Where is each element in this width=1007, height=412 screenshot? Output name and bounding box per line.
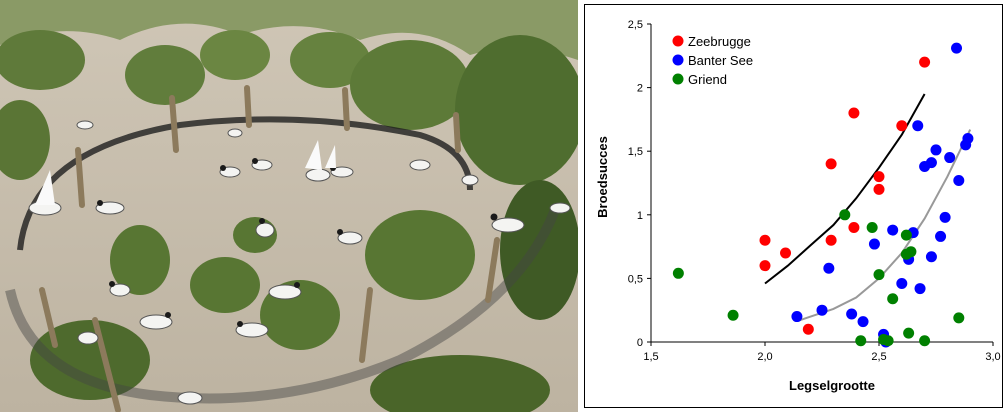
- data-point: [857, 316, 869, 328]
- chart-frame: 0 0,5 1 1,5 2 2,5 1,5 2,0 2,5 3,0 Zeebrugge Banter…: [584, 4, 1003, 408]
- legend: Zeebrugge Banter See Griend: [672, 34, 753, 87]
- data-point: [939, 211, 951, 223]
- legend-marker: [672, 73, 684, 85]
- data-point: [951, 42, 963, 54]
- data-point: [816, 304, 828, 316]
- data-point: [759, 234, 771, 246]
- legend-label: Griend: [688, 72, 727, 87]
- data-point: [900, 229, 912, 241]
- trendlines: [764, 93, 972, 322]
- photo-terns-nesting-area: [0, 0, 578, 412]
- background-vegetation: [0, 0, 578, 185]
- data-point: [930, 144, 942, 156]
- fence-posts: [39, 85, 500, 412]
- data-point: [791, 311, 803, 323]
- data-point: [905, 246, 917, 258]
- y-tick-label: 0: [637, 337, 643, 349]
- data-point: [887, 293, 899, 305]
- data-point: [672, 267, 684, 279]
- data-point: [873, 171, 885, 183]
- fence-netting-front: [5, 208, 560, 404]
- legend-marker: [672, 54, 684, 66]
- legend-label: Banter See: [688, 53, 753, 68]
- data-point: [802, 323, 814, 335]
- data-point: [825, 234, 837, 246]
- x-tick-label: 3,0: [985, 351, 1000, 363]
- y-tick-label: 2,5: [628, 19, 643, 31]
- x-tick-label: 2,0: [757, 351, 772, 363]
- data-point: [873, 183, 885, 195]
- y-tick-label: 0,5: [628, 273, 643, 285]
- data-point: [925, 251, 937, 263]
- y-tick-label: 2: [637, 83, 643, 95]
- data-point: [925, 157, 937, 169]
- data-point: [896, 277, 908, 289]
- fence-netting: [17, 116, 473, 251]
- data-point: [848, 107, 860, 119]
- data-point: [839, 209, 851, 221]
- data-point: [759, 260, 771, 272]
- x-tick-label: 2,5: [871, 351, 886, 363]
- data-point: [919, 56, 931, 68]
- data-point: [848, 222, 860, 234]
- data-point: [868, 238, 880, 250]
- y-tick-label: 1: [637, 210, 643, 222]
- x-axis-label: Legselgrootte: [789, 378, 875, 393]
- data-point: [953, 174, 965, 186]
- data-point: [727, 309, 739, 321]
- data-point: [953, 312, 965, 324]
- data-point: [855, 335, 867, 347]
- data-point: [912, 120, 924, 132]
- data-point: [846, 308, 858, 320]
- terns: [28, 120, 571, 405]
- data-point: [873, 269, 885, 281]
- chart-axes: 0 0,5 1 1,5 2 2,5 1,5 2,0 2,5 3,0: [628, 19, 1001, 363]
- legend-marker: [672, 35, 684, 47]
- data-point: [896, 120, 908, 132]
- y-tick-label: 1,5: [628, 146, 643, 158]
- data-point: [882, 335, 894, 347]
- data-point: [823, 262, 835, 274]
- data-point: [780, 247, 792, 259]
- scatter-chart: 0 0,5 1 1,5 2 2,5 1,5 2,0 2,5 3,0 Zeebrugge Banter…: [595, 19, 1001, 393]
- y-axis-label: Broedsucces: [595, 136, 610, 218]
- x-tick-label: 1,5: [643, 351, 658, 363]
- data-point: [866, 222, 878, 234]
- data-point: [887, 224, 899, 236]
- data-point: [935, 230, 947, 242]
- data-point: [914, 283, 926, 295]
- data-points: [672, 42, 974, 348]
- data-point: [903, 327, 915, 339]
- data-point: [962, 132, 974, 144]
- data-point: [944, 152, 956, 164]
- data-point: [825, 158, 837, 170]
- legend-label: Zeebrugge: [688, 34, 751, 49]
- data-point: [919, 335, 931, 347]
